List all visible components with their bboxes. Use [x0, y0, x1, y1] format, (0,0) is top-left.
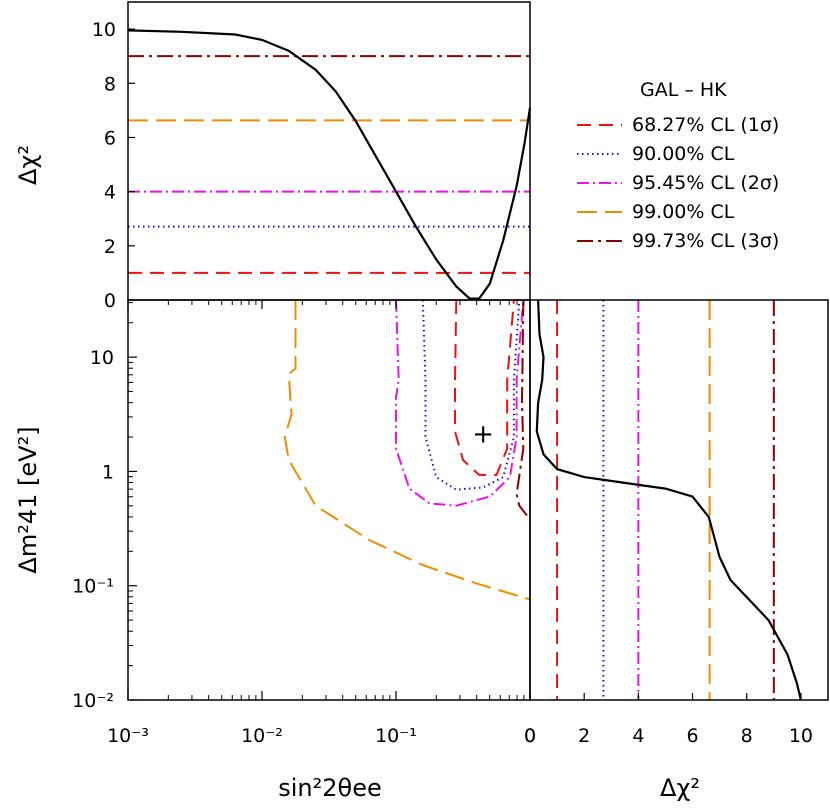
- contour-ytick-label: 1: [102, 461, 114, 483]
- top-ytick-label: 6: [104, 127, 116, 149]
- legend: GAL – HK 68.27% CL (1σ) 90.00% CL 95.45% CL…: [577, 79, 779, 252]
- contour-frame: [127, 299, 531, 701]
- legend-label-2: 95.45% CL (2σ): [632, 172, 779, 194]
- top-frame: [127, 1, 531, 301]
- contour-xtick-label: 10⁻²: [241, 725, 283, 747]
- top-ytick-label: 8: [104, 73, 116, 95]
- contour-xtick-label: 0: [524, 725, 536, 747]
- contour-x-axis-label: sin²2θee: [278, 774, 382, 802]
- contour-line-4: [515, 299, 531, 521]
- right-xtick-label: 10: [789, 725, 813, 747]
- legend-label-1: 90.00% CL: [632, 143, 735, 165]
- top-ytick-label: 2: [104, 236, 116, 258]
- contour-y-axis-label: Δm²41 [eV²]: [14, 426, 42, 573]
- contour-line-1: [395, 299, 525, 507]
- right-xtick-label: 2: [578, 725, 590, 747]
- contour-ytick-label: 10⁻¹: [72, 576, 114, 598]
- top-ytick-label: 4: [104, 182, 116, 204]
- best-fit-marker: +: [472, 420, 494, 450]
- contour-line-3: [454, 299, 515, 476]
- right-xtick-label: 0: [524, 725, 536, 747]
- top-delta-chi2-curve: [127, 29, 532, 300]
- legend-label-0: 68.27% CL (1σ): [632, 114, 779, 136]
- right-xtick-label: 4: [632, 725, 644, 747]
- right-delta-chi2-curve: [535, 299, 802, 701]
- right-panel: 0 2 4 6 8 10: [524, 299, 829, 747]
- contour-panel: +10⁻³ 10⁻² 10⁻¹ 0 10⁻² 10⁻¹ 1 10: [72, 299, 536, 747]
- right-xtick-label: 8: [741, 725, 753, 747]
- right-xtick-label: 6: [686, 725, 698, 747]
- contour-line-2: [421, 299, 521, 491]
- right-frame: [529, 299, 829, 701]
- right-x-axis-label: Δχ²: [660, 774, 700, 802]
- contour-ytick-label: 10⁻²: [72, 690, 114, 712]
- top-panel: 0 2 4 6 8 10: [92, 1, 532, 312]
- legend-label-4: 99.73% CL (3σ): [632, 230, 779, 252]
- contour-xtick-label: 10⁻¹: [375, 725, 417, 747]
- top-ytick-label: 0: [104, 290, 116, 312]
- contour-line-0: [283, 300, 531, 601]
- contour-ytick-label: 10: [90, 347, 114, 369]
- top-ytick-label: 10: [92, 19, 116, 41]
- top-y-axis-label: Δχ²: [14, 145, 42, 185]
- legend-title: GAL – HK: [640, 79, 727, 101]
- legend-label-3: 99.00% CL: [632, 201, 735, 223]
- contour-xtick-label: 10⁻³: [107, 725, 149, 747]
